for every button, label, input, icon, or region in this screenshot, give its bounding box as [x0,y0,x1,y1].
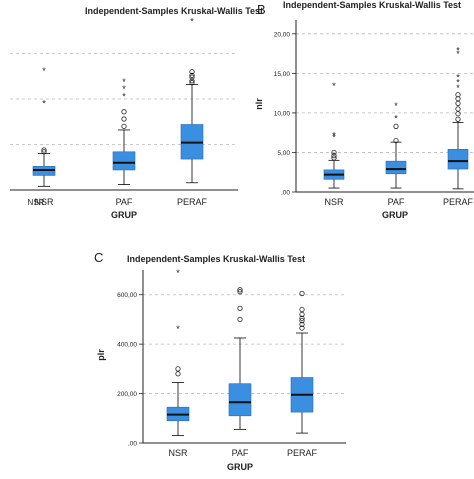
outlier-circle [331,155,337,161]
outlier-star: * [176,268,180,278]
y-tick-label: ,00 [281,190,290,197]
stray-label: NSR [28,198,45,207]
x-tick-label: NSR [168,448,188,458]
x-tick-label: PERAF [177,197,208,207]
outlier-circle [455,96,461,102]
panel-a-marks: ****** [32,17,204,187]
outlier-circle [455,106,461,112]
panel-a-x-axis-title: GRUP [111,210,137,220]
y-tick-label: 15,00 [274,71,291,78]
x-tick-label: PAF [232,448,249,458]
outlier-star: * [456,49,460,59]
outlier-circle [189,78,195,84]
x-tick-label: PERAF [443,197,474,207]
outlier-circle [331,153,337,159]
panel-a: Independent-Samples Kruskal-Wallis Test … [10,6,263,220]
outlier-circle [299,325,305,331]
outlier-circle [121,116,127,122]
outlier-circle [121,109,127,115]
x-tick-label: PAF [388,197,405,207]
y-tick-label: 600,00 [117,292,137,299]
x-tick-label: NSR [324,197,344,207]
panel-b-title: Independent-Samples Kruskal-Wallis Test [283,0,461,10]
panel-c-x-axis-title: GRUP [227,462,253,472]
outlier-circle [189,72,195,78]
outlier-circle [455,111,461,117]
outlier-circle [393,137,399,144]
box-paf [112,151,136,171]
outlier-circle [175,371,181,377]
panel-c-letter: C [94,250,103,265]
outlier-circle [455,116,461,122]
panel-c: C Independent-Samples Kruskal-Wallis Tes… [94,250,346,472]
box-peraf [447,148,469,170]
outlier-circle [175,366,181,372]
outlier-star: * [190,17,194,27]
outlier-circle [299,318,305,324]
x-tick-label: NSR [34,197,54,207]
panel-a-title: Independent-Samples Kruskal-Wallis Test [85,6,263,16]
outlier-circle [237,305,243,311]
outlier-star: * [456,77,460,87]
outlier-circle [237,287,243,293]
outlier-circle [455,92,461,98]
panel-b-y-ticks: ,00 5,00 10,00 15,00 20,00 [274,31,296,197]
outlier-star: * [332,133,336,143]
outlier-star: * [456,73,460,83]
outlier-circle [393,123,399,129]
outlier-star: * [122,91,126,101]
outlier-circle [237,316,243,323]
outlier-circle [41,149,47,155]
panel-b: B Independent-Samples Kruskal-Wallis Tes… [254,0,474,220]
outlier-star: * [42,99,46,109]
panel-b-x-axis-title: GRUP [382,210,408,220]
outlier-star: * [122,84,126,94]
outlier-circle [189,80,195,86]
outlier-star: * [394,101,398,111]
panel-c-y-axis-title: plr [96,349,106,361]
outlier-star: * [456,46,460,56]
outlier-star: * [332,130,336,140]
outlier-circle [121,123,127,129]
y-tick-label: 200,00 [117,391,137,398]
box-paf [385,160,407,175]
y-tick-label: ,00 [128,441,137,448]
outlier-circle [237,289,243,295]
x-tick-label: PAF [116,197,133,207]
outlier-circle [299,306,305,313]
y-tick-label: 20,00 [274,31,291,38]
outlier-circle [299,290,305,297]
panel-c-marks: ** [166,268,314,437]
outlier-circle [299,321,305,327]
outlier-circle [299,311,305,318]
y-tick-label: 5,00 [277,150,290,157]
outlier-star: * [176,324,180,334]
panel-c-grid [143,294,346,394]
x-tick-label: PERAF [287,448,318,458]
panel-b-letter: B [257,2,266,17]
y-tick-label: 10,00 [274,110,291,117]
outlier-star: * [332,81,336,91]
panel-b-grid [296,33,474,153]
panel-c-title: Independent-Samples Kruskal-Wallis Test [127,254,305,264]
outlier-star: * [394,114,398,124]
outlier-star: * [456,83,460,93]
outlier-star: * [42,66,46,76]
outlier-star: * [122,77,126,87]
panel-c-y-ticks: ,00 200,00 400,00 600,00 [117,292,143,448]
panel-b-marks: ********** [323,46,469,190]
outlier-circle [331,149,337,156]
outlier-circle [189,74,195,80]
box-paf [228,383,252,417]
y-tick-label: 400,00 [117,342,137,349]
outlier-circle [455,100,461,107]
outlier-circle [41,147,47,153]
outlier-circle [299,315,305,321]
outlier-circle [189,69,195,75]
panel-b-y-axis-title: nlr [254,98,264,110]
